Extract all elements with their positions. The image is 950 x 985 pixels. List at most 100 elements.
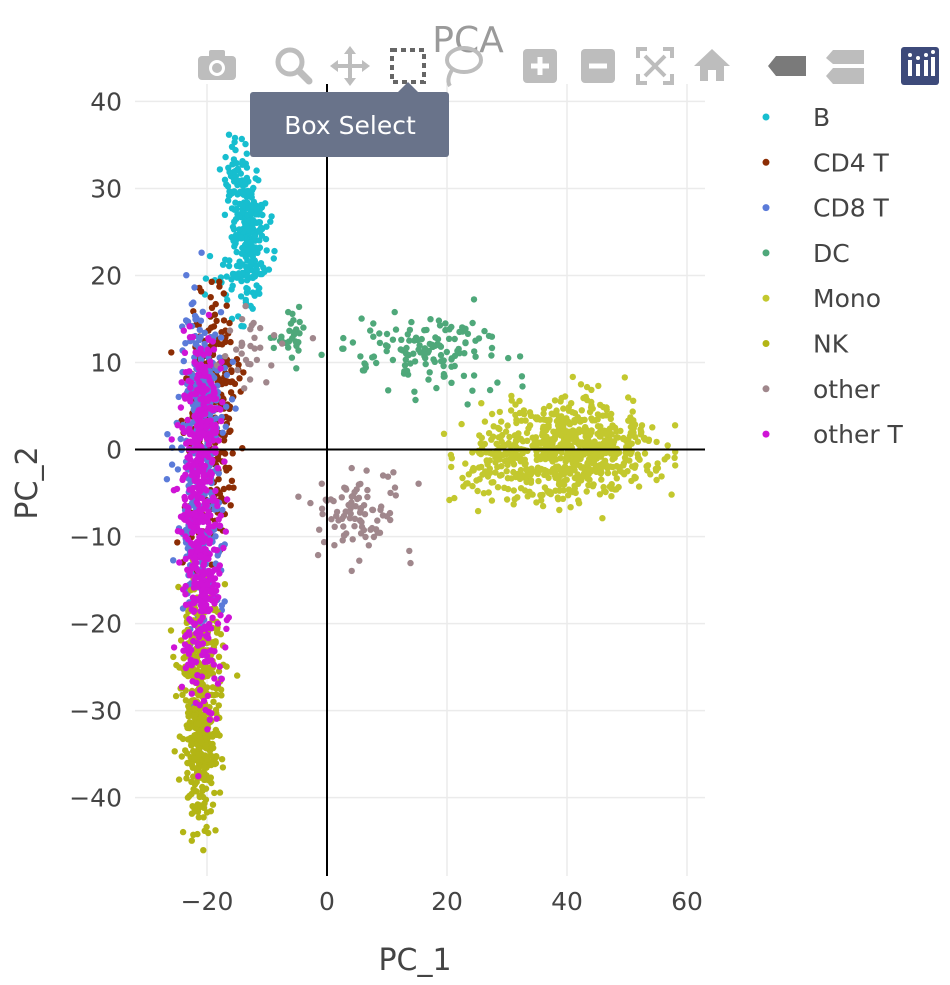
legend-item[interactable]: B — [762, 103, 831, 132]
data-point — [223, 302, 230, 309]
data-point — [232, 146, 239, 154]
data-point — [225, 262, 233, 270]
series-other — [213, 302, 422, 575]
data-point — [199, 512, 206, 519]
data-point — [459, 474, 466, 482]
data-point — [267, 218, 274, 225]
legend-marker — [762, 158, 770, 166]
data-point — [233, 262, 241, 269]
data-point — [191, 580, 198, 587]
data-point — [535, 439, 542, 446]
zoom-icon[interactable] — [275, 47, 313, 85]
data-point — [194, 547, 201, 554]
data-point — [598, 476, 605, 483]
data-point — [237, 293, 245, 300]
data-point — [186, 616, 193, 623]
data-point — [228, 396, 236, 403]
data-point — [625, 394, 632, 401]
data-point — [527, 471, 535, 478]
data-point — [178, 379, 185, 386]
data-point — [204, 692, 211, 699]
data-point — [235, 270, 242, 277]
data-point — [487, 469, 494, 476]
legend-item[interactable]: other — [762, 375, 881, 404]
data-point — [257, 260, 265, 267]
data-point — [199, 534, 206, 541]
x-tick-label: 40 — [551, 887, 583, 916]
data-point — [318, 351, 325, 358]
data-point — [180, 327, 187, 334]
data-point — [222, 353, 229, 360]
data-point — [370, 533, 378, 541]
legend-item[interactable]: other T — [762, 420, 904, 449]
data-point — [498, 418, 505, 425]
data-point — [331, 523, 338, 530]
data-point — [488, 352, 495, 359]
data-point — [355, 481, 363, 488]
data-point — [256, 244, 264, 251]
data-point — [571, 485, 578, 492]
data-point — [201, 329, 208, 336]
data-point — [234, 366, 241, 374]
data-point — [216, 376, 223, 384]
data-point — [571, 474, 579, 482]
plotly-logo-icon[interactable] — [901, 47, 939, 85]
zoom-out-icon[interactable] — [581, 49, 615, 83]
data-point — [180, 357, 187, 365]
data-point — [212, 587, 220, 594]
data-point — [192, 699, 199, 707]
data-point — [244, 187, 252, 195]
data-point — [198, 249, 205, 256]
data-point — [187, 379, 195, 386]
data-point — [404, 331, 411, 338]
data-point — [485, 332, 493, 340]
data-point — [510, 487, 517, 494]
legend[interactable]: B CD4 T CD8 T DC Mono NK other other T — [762, 103, 904, 449]
data-point — [597, 466, 604, 474]
legend-item[interactable]: CD4 T — [762, 148, 890, 177]
data-point — [401, 362, 409, 369]
data-point — [421, 345, 429, 352]
data-point — [488, 344, 496, 352]
data-point — [641, 450, 649, 457]
box-select-icon[interactable] — [390, 48, 426, 84]
pan-icon[interactable] — [330, 46, 370, 86]
data-point — [207, 294, 214, 301]
hover-closest-icon[interactable] — [768, 56, 806, 76]
data-point — [217, 334, 225, 341]
data-point — [613, 463, 621, 470]
data-point — [193, 559, 200, 566]
data-point — [222, 256, 229, 263]
data-point — [488, 479, 495, 486]
data-point — [580, 394, 587, 402]
legend-item[interactable]: Mono — [762, 284, 882, 313]
hover-compare-icon[interactable] — [826, 50, 864, 84]
lasso-icon[interactable] — [445, 46, 483, 88]
data-point — [204, 595, 211, 602]
data-point — [481, 440, 488, 448]
legend-label: other — [813, 375, 880, 404]
data-point — [617, 427, 624, 435]
data-point — [236, 226, 243, 233]
zoom-in-icon[interactable] — [523, 49, 557, 83]
data-point — [479, 471, 486, 478]
data-point — [320, 538, 328, 546]
legend-item[interactable]: DC — [762, 239, 850, 268]
data-point — [469, 319, 476, 327]
data-point — [192, 341, 200, 348]
reset-axes-icon[interactable] — [694, 49, 730, 81]
data-point — [183, 272, 190, 279]
data-point — [211, 648, 218, 655]
data-point — [221, 581, 229, 588]
autoscale-icon[interactable] — [636, 47, 674, 85]
legend-item[interactable]: CD8 T — [762, 194, 890, 223]
data-point — [516, 475, 524, 483]
data-point — [608, 481, 615, 488]
camera-icon[interactable] — [198, 50, 236, 80]
data-point — [379, 472, 387, 479]
data-point — [217, 309, 225, 316]
legend-item[interactable]: NK — [762, 330, 849, 359]
data-point — [230, 484, 237, 491]
data-point — [668, 491, 675, 498]
data-point — [585, 470, 592, 478]
